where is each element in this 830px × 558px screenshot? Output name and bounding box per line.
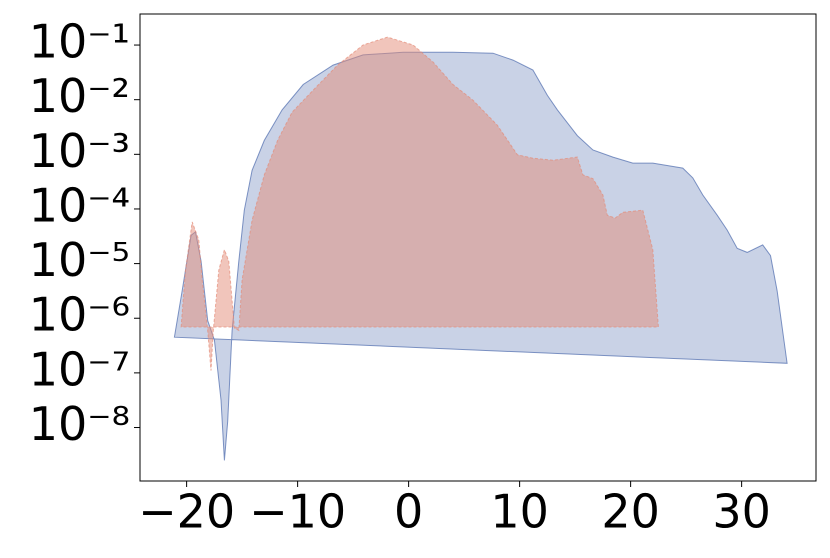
- x-tick-label: 10: [490, 485, 549, 539]
- x-tick-label: 20: [601, 485, 660, 539]
- y-tick-label: 10⁻²: [29, 69, 130, 123]
- y-tick-label: 10⁻³: [29, 124, 130, 178]
- x-tick-label: −10: [249, 485, 346, 539]
- y-tick-label: 10⁻⁸: [29, 397, 130, 451]
- y-tick-label: 10⁻⁴: [29, 178, 130, 232]
- y-tick-label: 10⁻⁶: [29, 288, 130, 342]
- y-tick-label: 10⁻¹: [29, 15, 130, 69]
- x-tick-label: 30: [712, 485, 771, 539]
- x-tick-label: −20: [138, 485, 235, 539]
- y-tick-label: 10⁻⁷: [29, 342, 130, 396]
- plot-frame: [139, 13, 817, 482]
- y-tick-label: 10⁻⁵: [29, 233, 130, 287]
- area: [180, 36, 659, 371]
- x-tick-label: 0: [394, 485, 423, 539]
